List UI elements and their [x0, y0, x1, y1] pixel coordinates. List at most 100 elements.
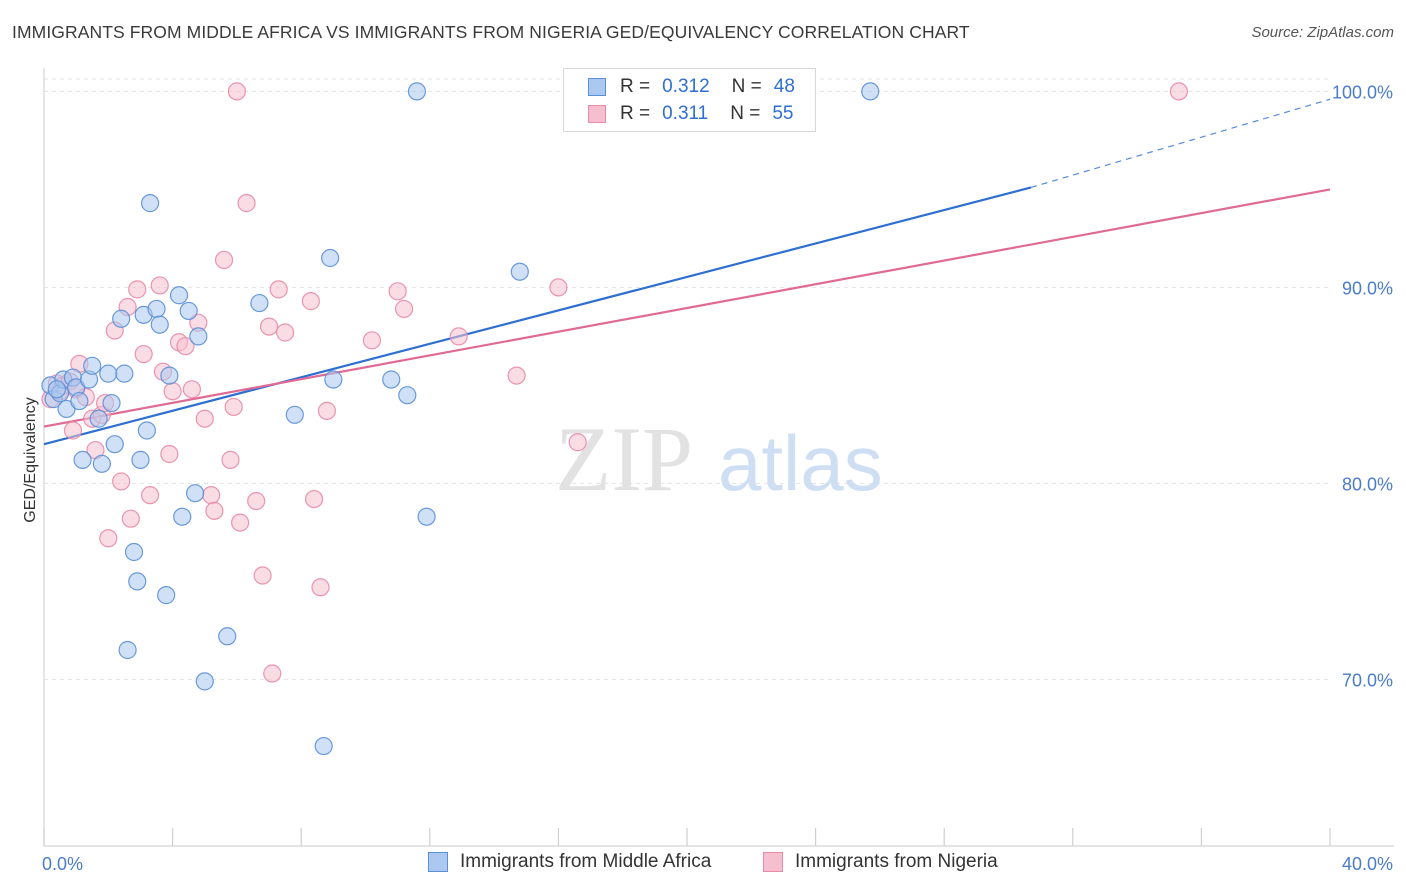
- point-nigeria: [549, 278, 568, 297]
- point-middle-africa: [285, 405, 304, 424]
- point-middle-africa: [382, 370, 401, 389]
- trendlines: [43, 98, 1331, 446]
- point-middle-africa: [99, 364, 118, 383]
- point-nigeria: [263, 664, 282, 683]
- legend-n-value: 55: [772, 103, 794, 124]
- point-nigeria: [121, 509, 140, 528]
- series-legend: Immigrants from Middle Africa Immigrants…: [0, 851, 1406, 877]
- grid-lines: [44, 78, 1330, 680]
- point-nigeria: [140, 486, 160, 505]
- legend-n-value: 48: [773, 76, 795, 97]
- point-middle-africa: [179, 301, 198, 321]
- point-nigeria: [276, 323, 295, 342]
- point-middle-africa: [189, 327, 208, 346]
- point-nigeria: [128, 280, 147, 299]
- point-nigeria: [224, 397, 243, 417]
- x-tick-label: 40.0%: [1342, 854, 1393, 874]
- series-swatch-middle-africa: [428, 852, 448, 872]
- point-nigeria: [227, 82, 246, 101]
- series-label-nigeria: Immigrants from Nigeria: [795, 851, 998, 872]
- point-nigeria: [231, 513, 250, 532]
- point-middle-africa: [131, 450, 150, 469]
- point-nigeria: [237, 194, 256, 213]
- point-nigeria: [362, 331, 382, 350]
- point-middle-africa: [112, 309, 131, 328]
- point-middle-africa: [160, 366, 179, 385]
- correlation-legend: R = 0.312 N = 48 R = 0.311 N = 55: [563, 68, 816, 132]
- point-middle-africa: [398, 386, 417, 405]
- point-middle-africa: [861, 82, 880, 101]
- point-middle-africa: [115, 364, 134, 383]
- point-middle-africa: [128, 572, 147, 591]
- point-middle-africa: [73, 450, 92, 469]
- point-middle-africa: [70, 391, 89, 411]
- point-nigeria: [394, 299, 414, 319]
- watermark: ZIP atlas: [555, 408, 883, 510]
- point-nigeria: [301, 292, 320, 311]
- point-middle-africa: [250, 293, 269, 313]
- point-middle-africa: [169, 286, 189, 305]
- y-tick-label: 90.0%: [1342, 278, 1393, 298]
- point-middle-africa: [321, 248, 340, 268]
- watermark-zip: ZIP: [555, 408, 693, 510]
- point-middle-africa: [147, 299, 166, 319]
- point-middle-africa: [407, 82, 427, 101]
- legend-r-label: R =: [620, 103, 651, 124]
- point-nigeria: [221, 450, 240, 469]
- point-nigeria: [195, 409, 214, 428]
- point-middle-africa: [89, 409, 108, 428]
- point-middle-africa: [186, 484, 205, 503]
- point-middle-africa: [83, 356, 102, 375]
- point-middle-africa: [92, 454, 111, 473]
- watermark-atlas: atlas: [718, 419, 883, 507]
- point-nigeria: [247, 491, 266, 511]
- legend-r-label: R =: [620, 76, 651, 97]
- point-nigeria: [150, 276, 169, 295]
- data-points: [41, 82, 1188, 756]
- legend-r-value: 0.311: [662, 103, 709, 124]
- point-middle-africa: [195, 672, 214, 691]
- point-middle-africa: [140, 194, 160, 213]
- point-middle-africa: [150, 315, 169, 334]
- y-tick-label: 100.0%: [1332, 82, 1393, 102]
- point-middle-africa: [47, 380, 66, 399]
- point-nigeria: [449, 327, 468, 346]
- point-middle-africa: [157, 586, 176, 605]
- series-legend-middle-africa: Immigrants from Middle Africa: [428, 851, 711, 873]
- series-label-middle-africa: Immigrants from Middle Africa: [460, 851, 712, 872]
- legend-n-label: N =: [730, 103, 761, 124]
- point-nigeria: [134, 344, 153, 364]
- point-middle-africa: [173, 507, 192, 526]
- point-nigeria: [311, 578, 330, 597]
- y-tick-label: 70.0%: [1342, 670, 1393, 690]
- point-nigeria: [163, 382, 182, 401]
- trendline-middle-africa-extension: [1030, 98, 1331, 189]
- point-nigeria: [160, 444, 179, 464]
- legend-r-value: 0.312: [662, 76, 710, 97]
- trendline-middle-africa: [43, 186, 1032, 446]
- point-nigeria: [269, 280, 288, 299]
- point-nigeria: [214, 250, 234, 270]
- series-swatch-nigeria: [763, 852, 783, 872]
- point-nigeria: [63, 421, 83, 440]
- legend-row-nigeria: R = 0.311 N = 55: [588, 102, 794, 126]
- point-nigeria: [388, 282, 407, 301]
- point-nigeria: [568, 433, 587, 452]
- point-middle-africa: [324, 370, 343, 389]
- point-nigeria: [507, 366, 526, 385]
- y-tick-label: 80.0%: [1342, 474, 1393, 494]
- legend-row-middle-africa: R = 0.312 N = 48: [588, 75, 795, 99]
- point-middle-africa: [314, 736, 333, 756]
- point-nigeria: [259, 317, 279, 336]
- point-middle-africa: [417, 507, 436, 526]
- point-middle-africa: [102, 393, 121, 413]
- point-nigeria: [205, 501, 224, 520]
- legend-swatch-nigeria: [588, 105, 606, 123]
- legend-swatch-middle-africa: [588, 78, 606, 96]
- legend-n-label: N =: [731, 76, 762, 97]
- point-nigeria: [182, 380, 201, 399]
- point-nigeria: [304, 489, 324, 509]
- point-nigeria: [317, 401, 337, 420]
- point-nigeria: [176, 337, 195, 356]
